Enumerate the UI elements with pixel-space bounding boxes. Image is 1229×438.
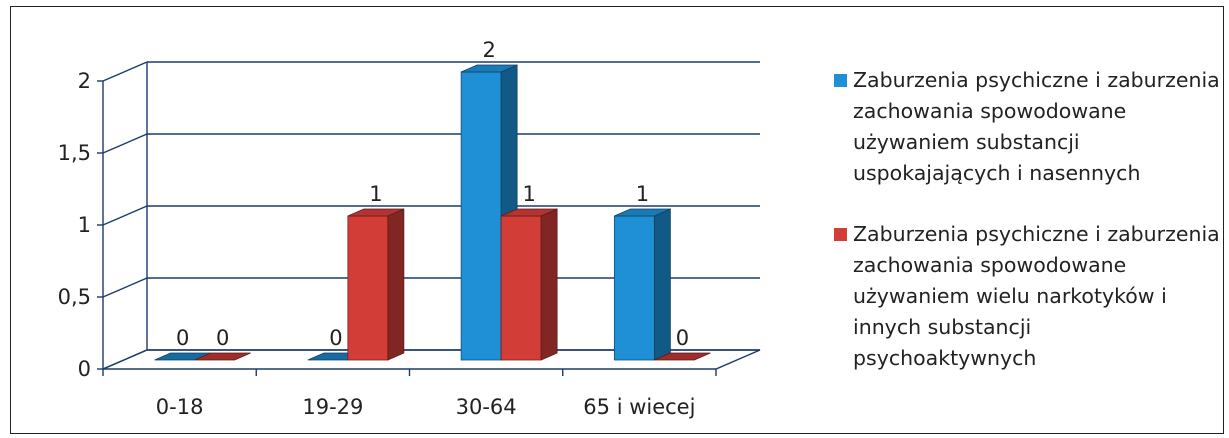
legend-text-line: zachowania spowodowane (853, 99, 1127, 123)
data-label: 0 (176, 326, 189, 350)
bar-top (460, 64, 518, 73)
x-tick-label: 19-29 (302, 395, 363, 419)
legend-swatch (834, 74, 847, 87)
legend-text-line: zachowania spowodowane (853, 253, 1127, 277)
data-label: 0 (676, 326, 689, 350)
legend-text-line: innych substancji (853, 315, 1032, 339)
data-label: 1 (522, 182, 535, 206)
y-tick-label: 0,5 (58, 285, 91, 309)
bar-side (653, 208, 671, 361)
bar (500, 215, 542, 361)
gridline-side (102, 205, 148, 226)
bar (347, 215, 389, 361)
gridline-side (102, 133, 148, 154)
bar-side (387, 208, 405, 361)
chart-floor (102, 349, 761, 370)
gridline-side (102, 61, 148, 82)
legend-text-line: Zaburzenia psychiczne i zaburzenia (853, 68, 1220, 92)
x-tick-label: 65 i wiecej (583, 395, 695, 419)
data-label: 1 (369, 182, 382, 206)
legend: Zaburzenia psychiczne i zaburzenia zachow… (831, 65, 1229, 404)
legend-text-line: używaniem wielu narkotyków i (853, 284, 1167, 308)
legend-text-line: psychoaktywnych (853, 346, 1037, 370)
x-tick-label: 0-18 (156, 395, 204, 419)
legend-text-line: Zaburzenia psychiczne i zaburzenia (853, 222, 1220, 246)
bar-top (194, 352, 251, 361)
y-tick-label: 0 (78, 357, 91, 381)
data-label: 1 (636, 182, 649, 206)
legend-item: Zaburzenia psychiczne i zaburzenia zachow… (831, 219, 1229, 374)
bar (460, 71, 502, 361)
data-label: 2 (482, 38, 495, 62)
bar-top (614, 208, 671, 217)
legend-item: Zaburzenia psychiczne i zaburzenia zachow… (831, 65, 1229, 189)
data-label: 0 (216, 326, 229, 350)
legend-text-line: uspokajających i nasennych (853, 161, 1141, 185)
bar-side (540, 208, 558, 361)
bar (613, 215, 655, 361)
y-tick-label: 1 (78, 213, 91, 237)
legend-swatch (834, 228, 847, 241)
bar-top (500, 208, 558, 217)
y-tick-label: 2 (78, 69, 91, 93)
bar-top (347, 208, 405, 217)
bar-chart-3d: 0 0,5 1 1,5 2 0-18 19-29 30-64 65 i wiecej 0 0 0 1 2 1… (58, 38, 761, 419)
chart-frame: 0 0,5 1 1,5 2 0-18 19-29 30-64 65 i wiecej 0 0 0 1 2 1… (10, 6, 1224, 434)
gridline-side (102, 277, 148, 298)
legend-text-line: używaniem substancji (853, 130, 1080, 154)
y-tick-label: 1,5 (58, 141, 91, 165)
x-tick-label: 30-64 (456, 395, 517, 419)
data-label: 0 (329, 326, 342, 350)
bar-top (654, 352, 711, 361)
